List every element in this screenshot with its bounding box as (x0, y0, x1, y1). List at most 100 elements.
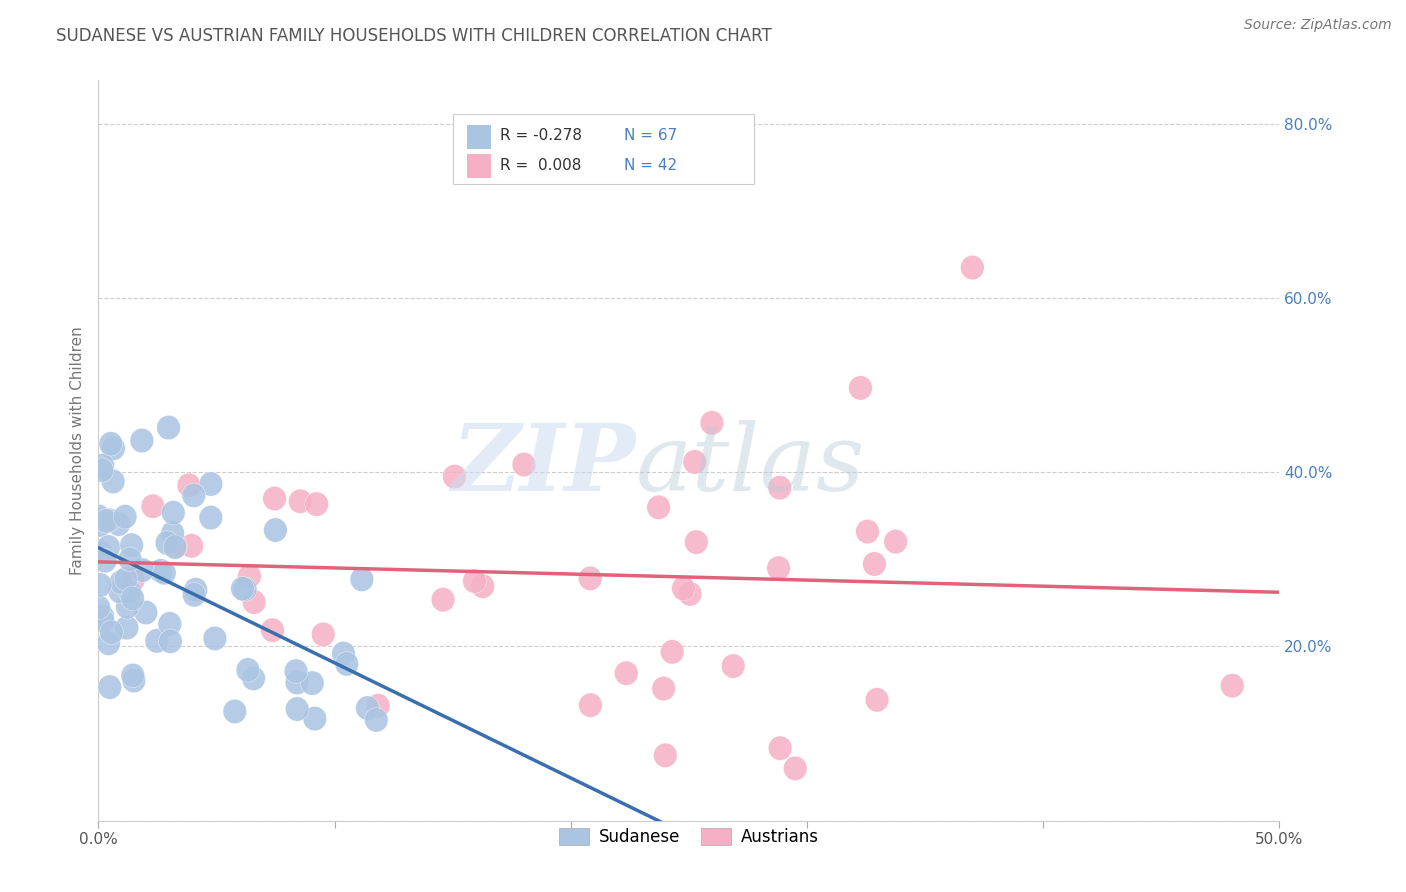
Ellipse shape (87, 504, 111, 529)
Ellipse shape (238, 564, 262, 589)
Ellipse shape (97, 508, 121, 533)
Ellipse shape (284, 659, 308, 683)
Ellipse shape (121, 586, 145, 611)
Ellipse shape (120, 533, 143, 558)
Ellipse shape (685, 530, 709, 554)
Ellipse shape (579, 693, 602, 717)
Ellipse shape (162, 500, 186, 524)
Ellipse shape (432, 588, 456, 612)
Ellipse shape (90, 458, 114, 483)
Text: atlas: atlas (636, 420, 865, 510)
Ellipse shape (263, 518, 287, 542)
Ellipse shape (97, 631, 121, 656)
Ellipse shape (177, 473, 201, 498)
Ellipse shape (131, 428, 153, 453)
Text: N = 42: N = 42 (624, 158, 678, 173)
Ellipse shape (89, 513, 111, 537)
Ellipse shape (260, 618, 284, 642)
Text: ZIP: ZIP (451, 420, 636, 510)
Ellipse shape (152, 560, 176, 585)
Text: N = 67: N = 67 (624, 128, 678, 144)
Ellipse shape (364, 707, 388, 732)
Y-axis label: Family Households with Children: Family Households with Children (69, 326, 84, 574)
Ellipse shape (231, 576, 254, 601)
Ellipse shape (89, 540, 112, 564)
Ellipse shape (304, 706, 326, 731)
Ellipse shape (647, 495, 671, 519)
Ellipse shape (184, 577, 208, 602)
Ellipse shape (118, 547, 142, 572)
Ellipse shape (107, 512, 131, 536)
Ellipse shape (768, 475, 792, 500)
Ellipse shape (97, 535, 121, 559)
Ellipse shape (305, 491, 329, 516)
Ellipse shape (98, 432, 122, 456)
Ellipse shape (578, 566, 602, 591)
Ellipse shape (200, 506, 222, 530)
Ellipse shape (288, 489, 312, 514)
Ellipse shape (463, 569, 486, 593)
Ellipse shape (134, 600, 157, 624)
Ellipse shape (865, 688, 889, 712)
Ellipse shape (960, 255, 984, 280)
Ellipse shape (1220, 673, 1244, 698)
Ellipse shape (678, 582, 702, 606)
Ellipse shape (110, 570, 132, 594)
Ellipse shape (98, 675, 122, 699)
Ellipse shape (131, 558, 155, 582)
Ellipse shape (183, 582, 207, 607)
Ellipse shape (367, 694, 389, 718)
Ellipse shape (202, 626, 226, 650)
Ellipse shape (285, 697, 309, 722)
Ellipse shape (863, 552, 886, 576)
Ellipse shape (766, 556, 790, 581)
Ellipse shape (157, 416, 180, 440)
Ellipse shape (443, 465, 467, 489)
Ellipse shape (121, 567, 145, 592)
Ellipse shape (200, 472, 222, 496)
Ellipse shape (263, 486, 287, 511)
Ellipse shape (91, 604, 114, 629)
Ellipse shape (768, 736, 792, 760)
Ellipse shape (122, 668, 146, 693)
Ellipse shape (155, 531, 179, 555)
Ellipse shape (149, 558, 173, 583)
Ellipse shape (108, 579, 132, 604)
FancyBboxPatch shape (467, 126, 491, 149)
Ellipse shape (884, 530, 907, 554)
Ellipse shape (783, 756, 807, 780)
Ellipse shape (471, 574, 495, 599)
Ellipse shape (236, 657, 260, 682)
Ellipse shape (87, 595, 111, 620)
Ellipse shape (89, 573, 112, 597)
Ellipse shape (141, 494, 165, 518)
Ellipse shape (101, 436, 125, 460)
Ellipse shape (672, 576, 695, 600)
Ellipse shape (311, 623, 335, 647)
Ellipse shape (163, 533, 187, 558)
Ellipse shape (160, 521, 184, 545)
Ellipse shape (121, 664, 145, 688)
Ellipse shape (115, 595, 139, 619)
Ellipse shape (91, 608, 114, 633)
Text: R =  0.008: R = 0.008 (501, 158, 581, 173)
Ellipse shape (224, 699, 246, 723)
Ellipse shape (118, 580, 142, 604)
Ellipse shape (301, 671, 323, 695)
Text: SUDANESE VS AUSTRIAN FAMILY HOUSEHOLDS WITH CHILDREN CORRELATION CHART: SUDANESE VS AUSTRIAN FAMILY HOUSEHOLDS W… (56, 27, 772, 45)
Ellipse shape (700, 410, 724, 435)
Ellipse shape (285, 670, 309, 695)
Ellipse shape (856, 519, 879, 544)
Ellipse shape (100, 620, 124, 644)
Ellipse shape (114, 566, 138, 591)
Ellipse shape (332, 641, 356, 665)
Ellipse shape (614, 661, 638, 685)
FancyBboxPatch shape (467, 154, 491, 178)
Ellipse shape (242, 590, 266, 615)
Ellipse shape (512, 452, 536, 476)
Ellipse shape (721, 654, 745, 678)
Ellipse shape (335, 652, 359, 676)
Ellipse shape (101, 469, 125, 493)
Ellipse shape (654, 743, 678, 767)
Ellipse shape (94, 508, 118, 533)
